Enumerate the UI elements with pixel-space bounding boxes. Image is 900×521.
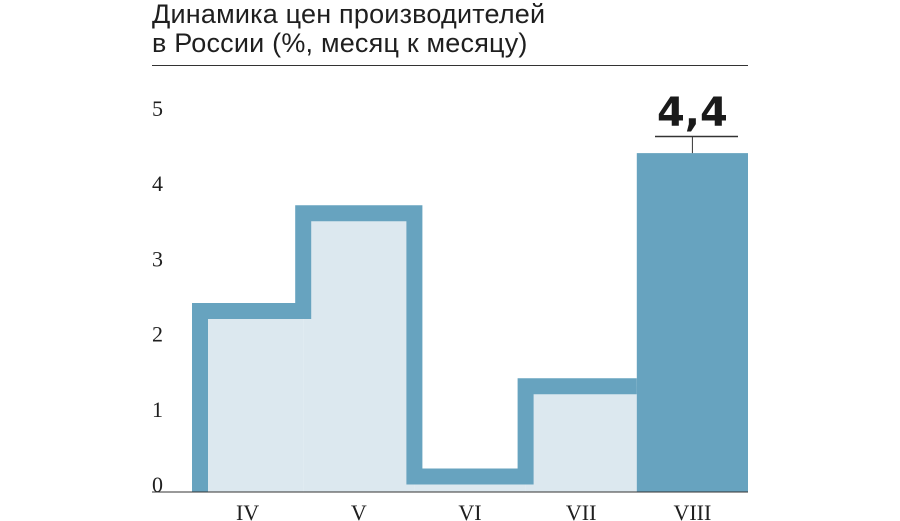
chart-title-line-2: в России (%, месяц к месяцу) — [152, 28, 528, 58]
bar-IV — [192, 311, 304, 492]
y-tick-label: 4 — [152, 171, 163, 196]
y-tick-label: 0 — [152, 472, 163, 497]
y-tick-label: 5 — [152, 96, 163, 121]
chart-title-line-1: Динамика цен производителей — [152, 0, 546, 29]
x-tick-label: VII — [566, 500, 597, 521]
chart-title: Динамика цен производителей в России (%,… — [152, 0, 752, 58]
callout-label: 4,4 — [657, 90, 728, 136]
bar-V — [303, 213, 415, 492]
bar-outline — [192, 205, 637, 492]
x-tick-label: V — [351, 500, 367, 521]
y-tick-label: 3 — [152, 246, 163, 271]
x-tick-label: VIII — [673, 500, 711, 521]
y-tick-label: 1 — [152, 397, 163, 422]
x-tick-label: IV — [236, 500, 259, 521]
x-tick-label: VI — [458, 500, 481, 521]
bar-VII — [525, 386, 637, 492]
y-tick-label: 2 — [152, 322, 163, 347]
bar-VIII — [636, 153, 748, 492]
